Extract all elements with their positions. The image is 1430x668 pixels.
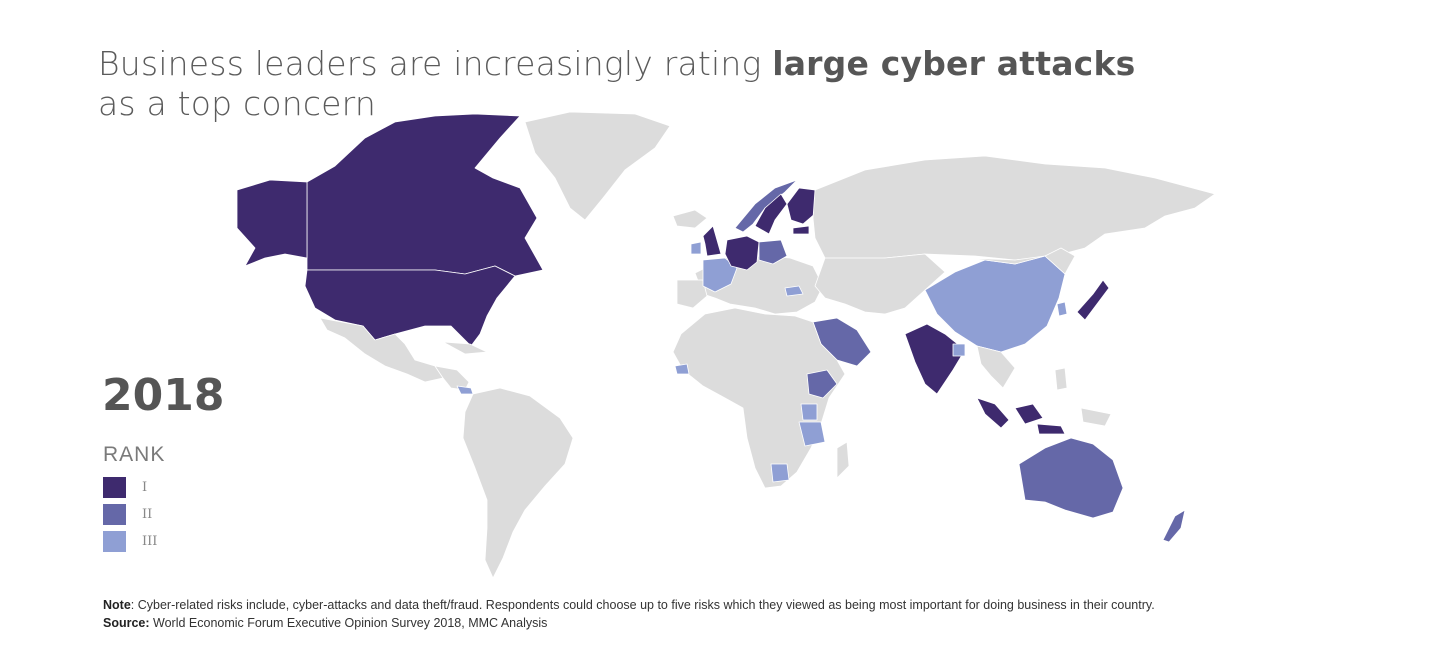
legend-item: I — [103, 474, 157, 501]
country-estonia — [792, 225, 810, 235]
note-label: Note — [103, 598, 131, 612]
country-japan — [1076, 279, 1110, 321]
region-iberia — [676, 279, 708, 309]
region-png — [1054, 367, 1112, 427]
country-indonesia — [976, 397, 1066, 435]
note-text: : Cyber-related risks include, cyber-att… — [130, 598, 1155, 612]
legend-item: III — [103, 528, 157, 555]
region-southeast-asia — [976, 345, 1016, 389]
legend: I II III — [103, 474, 157, 555]
country-madagascar — [836, 441, 850, 479]
country-norway — [734, 179, 798, 233]
legend-label: II — [142, 507, 153, 522]
country-botswana — [770, 463, 790, 483]
legend-label: I — [142, 480, 148, 495]
region-africa — [672, 307, 846, 489]
legend-swatch-rank3 — [103, 531, 126, 552]
country-finland — [786, 187, 818, 225]
country-germany — [724, 235, 760, 271]
title-part2: as a top concern — [98, 84, 376, 123]
title-bold: large cyber attacks — [772, 44, 1136, 83]
region-south-america — [462, 387, 574, 579]
country-south-korea — [1056, 301, 1068, 317]
region-central-asia — [814, 253, 946, 315]
note-line: Note: Cyber-related risks include, cyber… — [103, 596, 1155, 614]
page-title: Business leaders are increasingly rating… — [98, 44, 1135, 124]
country-senegal — [674, 363, 690, 375]
year-label: 2018 — [102, 370, 225, 421]
region-northeast-asia — [964, 247, 1076, 275]
country-russia — [812, 155, 1216, 265]
country-france — [702, 257, 738, 293]
country-bangladesh — [952, 343, 966, 357]
country-india — [904, 323, 966, 395]
country-uk — [702, 225, 722, 257]
country-canada — [306, 113, 544, 277]
legend-label: III — [142, 534, 158, 549]
country-new-zealand — [1162, 509, 1186, 543]
country-australia — [1018, 437, 1124, 519]
world-map — [225, 108, 1235, 588]
world-map-svg — [236, 111, 1216, 579]
country-uganda — [800, 403, 818, 421]
country-bulgaria — [784, 285, 804, 297]
title-part1: Business leaders are increasingly rating — [98, 44, 773, 83]
source-label: Source: — [103, 616, 150, 630]
country-tanzania — [798, 421, 826, 447]
country-panama — [456, 385, 474, 395]
country-ireland — [690, 241, 702, 255]
legend-heading: RANK — [103, 443, 166, 466]
legend-swatch-rank1 — [103, 477, 126, 498]
footnotes: Note: Cyber-related risks include, cyber… — [103, 596, 1155, 632]
legend-item: II — [103, 501, 157, 528]
legend-swatch-rank2 — [103, 504, 126, 525]
country-ethiopia — [806, 369, 838, 399]
source-line: Source: World Economic Forum Executive O… — [103, 614, 1155, 632]
country-iceland — [672, 209, 708, 229]
country-greenland — [524, 111, 671, 221]
country-alaska — [236, 179, 308, 267]
country-usa — [304, 265, 516, 347]
country-poland — [758, 239, 788, 265]
source-text: World Economic Forum Executive Opinion S… — [149, 616, 548, 630]
region-caribbean — [442, 341, 488, 355]
